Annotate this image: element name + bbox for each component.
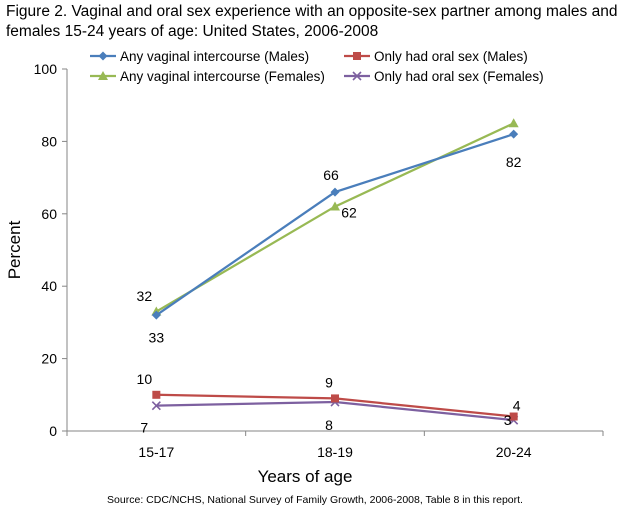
- legend-item-1: Only had oral sex (Males): [344, 49, 528, 64]
- data-point-2-2: [508, 118, 519, 128]
- x-tick-label: 18-19: [317, 444, 353, 460]
- data-label-1-1: 9: [325, 374, 333, 390]
- x-tick-label: 20-24: [496, 444, 532, 460]
- axes: 0 20 40 60 80 100 15-17 18-19 20-24 Years of age P…: [5, 61, 604, 486]
- data-label-0-1: 66: [323, 167, 339, 183]
- source-note: Source: CDC/NCHS, National Survey of Fam…: [107, 494, 523, 506]
- data-point-0-1: [330, 187, 340, 197]
- y-tick-label: 20: [41, 351, 57, 367]
- y-tick-label: 60: [41, 206, 57, 222]
- series-line-0: [155, 133, 515, 317]
- data-label-3-1: 8: [325, 417, 333, 433]
- legend-marker-2: [98, 71, 108, 80]
- data-label-0-2: 82: [506, 154, 522, 170]
- data-point-1-2: [509, 412, 518, 421]
- legend-label-1: Only had oral sex (Males): [374, 49, 528, 64]
- x-tick-label: 15-17: [138, 444, 174, 460]
- legend-label-0: Any vaginal intercourse (Males): [120, 49, 309, 64]
- data-label-3-0: 7: [140, 420, 148, 436]
- legend-item-0: Any vaginal intercourse (Males): [90, 49, 309, 64]
- data-point-2-1: [330, 201, 340, 211]
- legend: Any vaginal intercourse (Males) Only had …: [90, 49, 544, 84]
- data-label-1-0: 10: [137, 371, 153, 387]
- legend-marker-0: [98, 51, 108, 61]
- y-axis-title: Percent: [5, 220, 24, 279]
- data-label-3-2: 3: [504, 412, 512, 428]
- legend-marker-3: [352, 71, 362, 81]
- y-tick-label: 0: [49, 423, 57, 439]
- legend-label-2: Any vaginal intercourse (Females): [120, 69, 325, 84]
- legend-item-2: Any vaginal intercourse (Females): [90, 69, 325, 84]
- data-label-2-0: 33: [149, 330, 165, 346]
- y-tick-label: 100: [34, 61, 58, 77]
- data-label-0-0: 32: [137, 288, 153, 304]
- data-point-1-0: [152, 390, 161, 399]
- data-label-2-1: 62: [341, 205, 357, 221]
- data-labels: 32 66 82 10 9 4 33 62 7 8 3: [137, 154, 522, 436]
- data-point-0-2: [509, 129, 519, 139]
- legend-marker-1: [353, 52, 361, 60]
- data-point-0-0: [151, 310, 161, 320]
- data-label-1-2: 4: [513, 398, 521, 414]
- series-lines: [151, 118, 519, 425]
- chart-title: Figure 2. Vaginal and oral sex experienc…: [6, 3, 618, 40]
- legend-item-3: Only had oral sex (Females): [344, 69, 544, 84]
- legend-label-3: Only had oral sex (Females): [374, 69, 544, 84]
- data-point-1-1: [331, 394, 339, 403]
- x-axis-title: Years of age: [258, 467, 353, 486]
- data-point-3-0: [151, 401, 161, 411]
- y-tick-label: 40: [41, 278, 57, 294]
- y-tick-label: 80: [41, 133, 57, 149]
